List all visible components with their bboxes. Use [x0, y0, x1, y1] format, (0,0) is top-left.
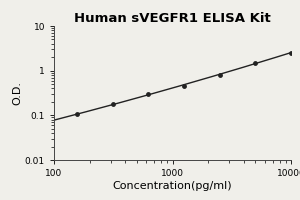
Y-axis label: O.D.: O.D.: [12, 81, 22, 105]
X-axis label: Concentration(pg/ml): Concentration(pg/ml): [113, 181, 232, 191]
Title: Human sVEGFR1 ELISA Kit: Human sVEGFR1 ELISA Kit: [74, 12, 271, 25]
